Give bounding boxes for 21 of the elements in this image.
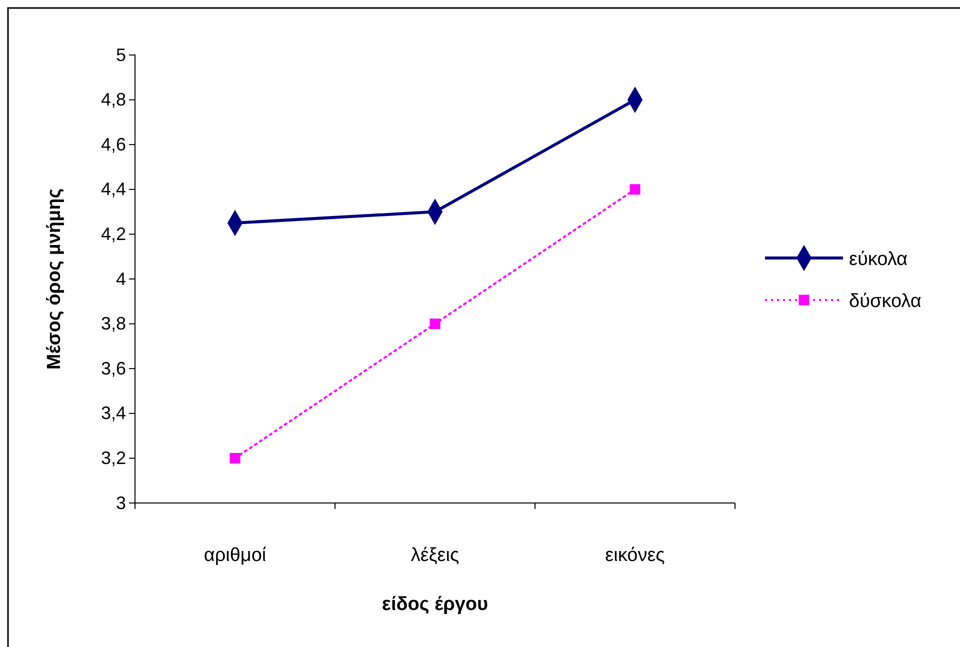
y-tick-label: 3,4 [100,403,126,424]
x-axis-title: είδος έργου [382,594,488,615]
legend-label: εύκολα [849,249,908,270]
y-axis-title: Μέσος όρος μνήμης [44,188,65,370]
y-tick-label: 5 [116,44,126,65]
point [230,452,240,464]
x-tick-label: αριθμοί [204,545,267,566]
x-tick-label: εικόνες [605,545,665,566]
y-tick-label: 3,8 [100,314,126,334]
y-tick-label: 4,4 [100,179,126,200]
x-tick-label: λέξεις [410,545,460,566]
y-tick-label: 4,6 [100,134,126,154]
legend-label: δύσκολα [849,291,922,312]
y-tick-label: 4,2 [100,224,126,244]
y-tick-label: 3 [116,492,126,513]
point [630,184,640,195]
y-tick-label: 4 [116,268,126,289]
y-tick-label: 4,8 [100,90,126,110]
y-tick-label: 3,2 [100,448,126,468]
y-tick-label: 3,6 [100,358,126,378]
point [430,318,440,330]
